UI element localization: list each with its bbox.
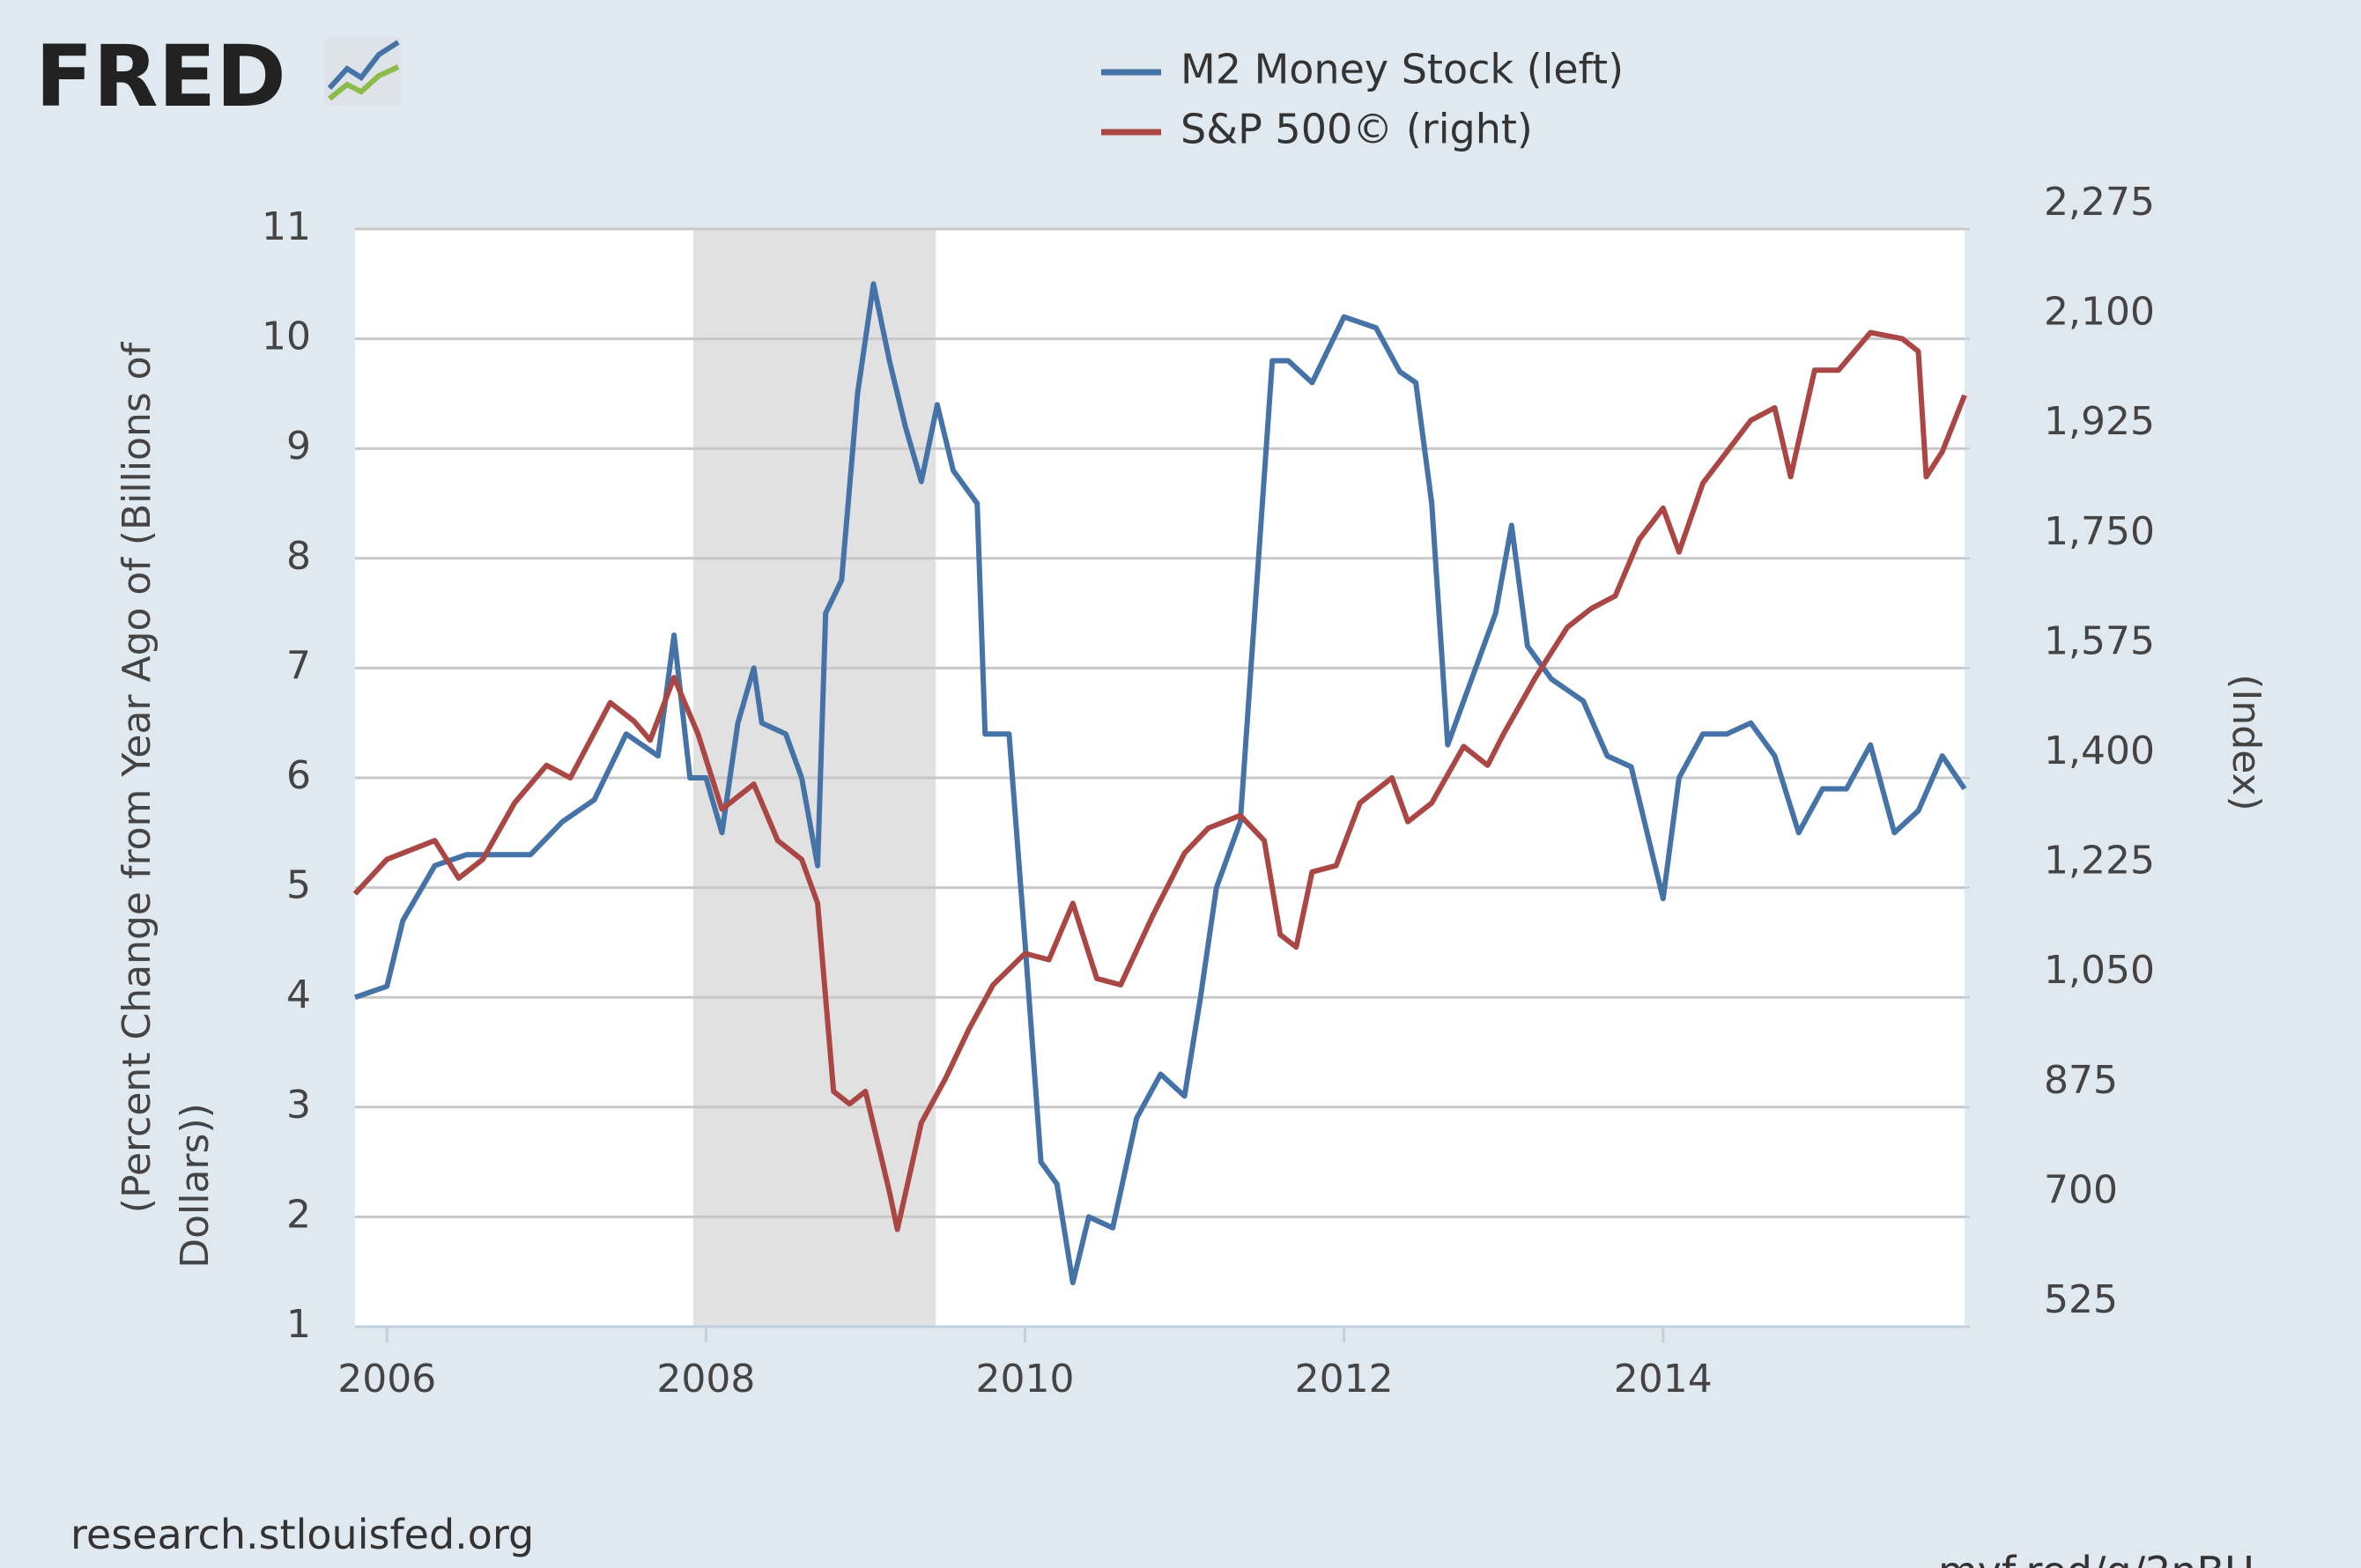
logo-text: FRED	[35, 27, 286, 126]
legend-label: M2 Money Stock (left)	[1180, 46, 1624, 93]
y-axis-label: (Percent Change from Year Ago of (Billio…	[115, 341, 218, 1268]
y-tick-label: 7	[286, 643, 311, 688]
y-tick-label: 8	[286, 534, 311, 579]
y2-tick-label: 1,225	[2044, 839, 2155, 884]
footer-source: research.stlouisfed.org	[70, 1511, 534, 1558]
y2-tick-label: 2,100	[2044, 290, 2155, 335]
x-tick-label: 2006	[337, 1357, 436, 1402]
y2-tick-label: 2,275	[2044, 180, 2155, 225]
y-tick-label: 11	[262, 204, 311, 249]
y2-tick-label: 1,750	[2044, 509, 2155, 554]
y-tick-label: 4	[286, 973, 311, 1017]
y2-tick-label: 1,925	[2044, 399, 2155, 444]
y2-tick-label: 1,575	[2044, 618, 2155, 663]
x-tick-label: 2012	[1295, 1357, 1394, 1402]
series-line	[354, 281, 1967, 1286]
y2-axis-label: (Index)	[2224, 674, 2268, 810]
y-tick-label: 9	[286, 424, 311, 469]
y-tick-label: 2	[286, 1192, 311, 1237]
y2-tick-label: 875	[2044, 1058, 2118, 1103]
x-tick-label: 2010	[976, 1357, 1075, 1402]
logo: FRED	[35, 27, 402, 126]
x-tick-label: 2014	[1614, 1357, 1713, 1402]
y2-tick-label: 700	[2044, 1167, 2118, 1212]
series-line	[352, 329, 1967, 1232]
logo-icon-line	[328, 64, 400, 101]
y-tick-label: 5	[286, 863, 311, 908]
logo-icon-line	[327, 40, 400, 91]
y2-tick-label: 525	[2044, 1277, 2118, 1322]
y-tick-label: 10	[262, 314, 311, 359]
y-tick-label: 6	[286, 753, 311, 798]
y-tick-label: 1	[286, 1302, 311, 1347]
y-tick-label: 3	[286, 1083, 311, 1128]
x-tick-label: 2008	[656, 1357, 755, 1402]
legend-label: S&P 500© (right)	[1180, 106, 1533, 153]
y2-tick-label: 1,050	[2044, 948, 2155, 993]
footer-link: myf.red/g/2nBU	[1938, 1548, 2254, 1568]
y2-tick-label: 1,400	[2044, 729, 2155, 773]
